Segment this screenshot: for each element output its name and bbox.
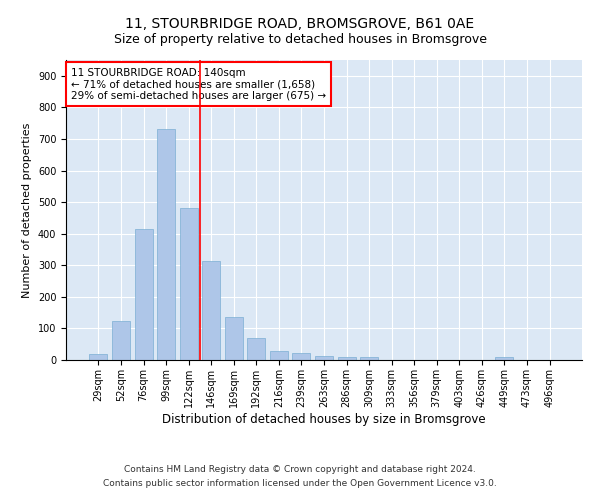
Bar — [134, 229, 152, 360]
Bar — [112, 320, 130, 360]
Bar — [225, 318, 243, 360]
Bar — [315, 356, 333, 360]
Bar — [270, 350, 288, 360]
Text: 11, STOURBRIDGE ROAD, BROMSGROVE, B61 0AE: 11, STOURBRIDGE ROAD, BROMSGROVE, B61 0A… — [125, 18, 475, 32]
Bar — [89, 354, 107, 360]
Bar — [292, 353, 310, 360]
Bar — [496, 357, 514, 360]
Bar — [247, 338, 265, 360]
Text: Contains public sector information licensed under the Open Government Licence v3: Contains public sector information licen… — [103, 479, 497, 488]
X-axis label: Distribution of detached houses by size in Bromsgrove: Distribution of detached houses by size … — [162, 412, 486, 426]
Text: Contains HM Land Registry data © Crown copyright and database right 2024.: Contains HM Land Registry data © Crown c… — [124, 466, 476, 474]
Bar — [360, 358, 378, 360]
Y-axis label: Number of detached properties: Number of detached properties — [22, 122, 32, 298]
Bar — [202, 260, 220, 360]
Bar — [338, 357, 356, 360]
Text: 11 STOURBRIDGE ROAD: 140sqm
← 71% of detached houses are smaller (1,658)
29% of : 11 STOURBRIDGE ROAD: 140sqm ← 71% of det… — [71, 68, 326, 100]
Bar — [157, 130, 175, 360]
Text: Size of property relative to detached houses in Bromsgrove: Size of property relative to detached ho… — [113, 32, 487, 46]
Bar — [179, 208, 198, 360]
